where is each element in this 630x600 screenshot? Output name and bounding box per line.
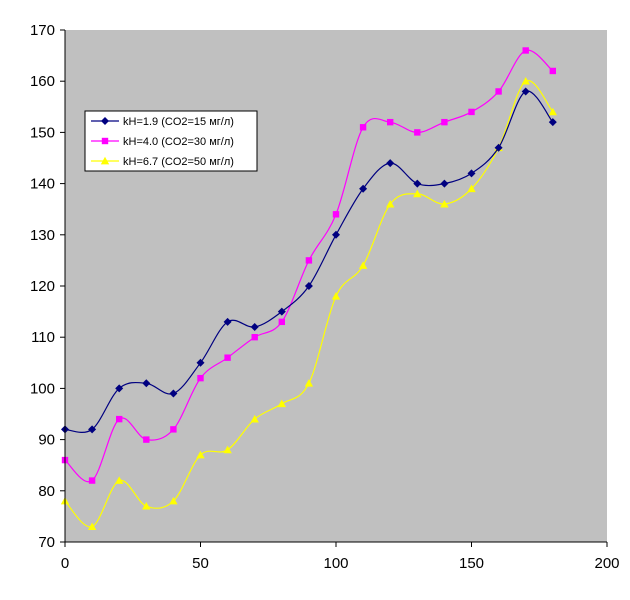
x-tick-label: 200	[594, 555, 619, 572]
legend-entry-label: kH=1.9 (CO2=15 мг/л)	[123, 116, 234, 128]
x-tick-label: 100	[323, 555, 348, 572]
series-1	[61, 87, 557, 434]
data-point	[359, 124, 367, 131]
data-point	[197, 374, 204, 382]
data-point	[278, 318, 285, 326]
data-point	[332, 211, 340, 218]
data-point	[548, 107, 557, 116]
data-point	[142, 379, 151, 388]
data-point	[331, 292, 341, 300]
y-tick-label: 80	[38, 483, 55, 500]
data-point	[305, 257, 313, 264]
y-tick-label: 70	[38, 534, 55, 551]
data-point	[115, 384, 124, 393]
data-point	[277, 399, 286, 408]
y-tick-label: 130	[30, 227, 55, 244]
x-tick-label: 0	[61, 555, 69, 572]
data-point	[548, 118, 557, 127]
axes: 70 80 90 100 110 120 130 140 150 160 170 0 50 100 150 2…	[30, 22, 620, 572]
series-group	[60, 47, 557, 530]
data-point	[521, 77, 530, 85]
data-point	[115, 476, 124, 484]
data-point	[277, 307, 286, 316]
data-point	[169, 496, 178, 505]
data-point	[169, 389, 178, 398]
y-tick-label: 100	[30, 380, 55, 397]
legend-swatch-marker	[100, 156, 110, 165]
data-point	[494, 143, 503, 152]
data-point	[87, 522, 97, 530]
legend-swatch-marker	[101, 117, 109, 125]
data-point	[358, 261, 368, 269]
legend-swatch-marker	[101, 137, 109, 145]
data-point	[440, 179, 449, 188]
y-tick-label: 140	[30, 176, 55, 193]
data-point	[196, 358, 205, 367]
data-point	[88, 477, 96, 484]
data-point	[467, 169, 476, 178]
plot-area	[65, 30, 607, 542]
data-point	[387, 118, 394, 126]
data-point	[440, 199, 449, 208]
data-point	[359, 184, 368, 193]
y-tick-label: 150	[30, 124, 55, 141]
data-point	[304, 379, 314, 387]
x-tick-label: 50	[192, 555, 209, 572]
data-point	[170, 426, 177, 433]
data-point	[413, 189, 422, 198]
data-point	[142, 501, 151, 510]
y-tick-label: 160	[30, 73, 55, 90]
data-point	[495, 88, 502, 95]
y-tick-label: 170	[30, 22, 55, 39]
data-point	[250, 414, 259, 423]
legend-entry-label: kH=4.0 (CO2=30 мг/л)	[123, 136, 234, 148]
y-tick-label: 110	[31, 329, 55, 346]
legend: kH=1.9 (CO2=15 мг/л) kH=4.0 (CO2=30 мг/л)…	[84, 110, 258, 172]
data-point	[549, 67, 556, 75]
data-point	[467, 184, 476, 193]
legend-entry-label: kH=6.7 (CO2=50 мг/л)	[123, 156, 234, 168]
data-point	[88, 425, 97, 434]
data-point	[304, 282, 313, 290]
data-point	[441, 118, 448, 126]
data-point	[414, 129, 421, 136]
data-point	[332, 230, 340, 239]
data-point	[522, 47, 529, 54]
y-tick-label: 120	[30, 278, 55, 295]
data-point	[251, 334, 258, 341]
data-point	[224, 354, 231, 361]
data-point	[468, 108, 475, 116]
data-point	[196, 450, 205, 459]
data-point	[116, 415, 123, 423]
data-point	[223, 317, 232, 326]
y-tick-label: 90	[38, 432, 55, 449]
data-point	[413, 179, 422, 188]
data-point	[223, 445, 232, 454]
data-point	[143, 436, 150, 443]
data-point	[521, 87, 530, 96]
series-2	[61, 47, 556, 484]
data-point	[386, 199, 395, 208]
data-point	[250, 322, 259, 331]
data-point	[386, 159, 395, 168]
x-tick-label: 150	[459, 555, 484, 572]
